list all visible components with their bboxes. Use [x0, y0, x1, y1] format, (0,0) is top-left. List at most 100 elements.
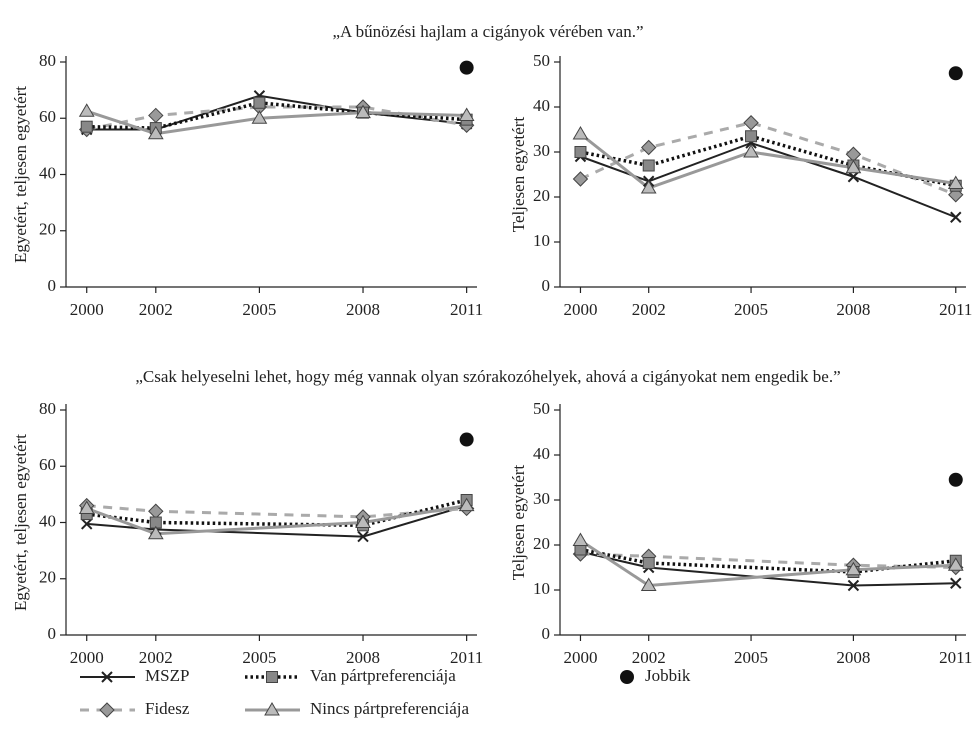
marker-x	[847, 171, 860, 183]
marker-triangle	[845, 159, 862, 174]
series-line	[86, 504, 467, 519]
marker-triangle	[355, 104, 371, 119]
x-tick-label: 2011	[450, 300, 483, 319]
y-tick-label: 80	[39, 51, 56, 70]
chart-title: „Csak helyeselni lehet, hogy még vannak …	[135, 367, 840, 386]
y-tick-label: 40	[39, 511, 56, 530]
y-tick-label: 0	[48, 276, 57, 295]
y-axis-label: Teljesen egyetért	[509, 465, 528, 581]
marker-diamond	[845, 146, 862, 162]
x-tick-label: 2005	[734, 648, 768, 667]
marker-triangle	[147, 125, 164, 140]
y-tick-label: 20	[39, 568, 56, 587]
marker-square	[642, 159, 655, 172]
marker-x	[81, 518, 93, 530]
marker-triangle	[640, 577, 657, 591]
series-line	[86, 504, 467, 536]
marker-triangle	[640, 180, 657, 194]
marker-diamond	[148, 503, 164, 519]
marker-diamond	[572, 171, 589, 187]
y-tick-label: 0	[542, 624, 551, 643]
marker-circle	[459, 60, 474, 75]
series-line	[579, 121, 957, 197]
y-tick-label: 20	[533, 534, 550, 553]
chart-title: „A bűnözési hajlam a cigányok vérében va…	[332, 22, 643, 41]
legend-marker	[620, 670, 634, 684]
y-tick-label: 40	[533, 444, 550, 463]
series-line	[86, 101, 467, 130]
marker-diamond	[640, 139, 657, 156]
y-tick-label: 20	[533, 186, 550, 205]
x-tick-label: 2005	[242, 648, 276, 667]
x-tick-label: 2008	[346, 300, 380, 319]
y-tick-label: 50	[533, 51, 550, 70]
marker-diamond	[743, 115, 759, 131]
x-tick-label: 2000	[70, 648, 104, 667]
y-tick-label: 10	[533, 579, 550, 598]
legend-label: Nincs pártpreferenciája	[310, 699, 469, 718]
y-tick-label: 30	[533, 489, 550, 508]
x-tick-label: 2011	[450, 648, 483, 667]
series-line	[86, 109, 467, 136]
x-tick-label: 2002	[139, 300, 173, 319]
legend-marker	[266, 671, 278, 683]
marker-triangle	[845, 561, 862, 576]
legend-marker	[264, 702, 280, 716]
marker-square	[745, 130, 758, 143]
y-tick-label: 0	[542, 276, 551, 295]
y-tick-label: 20	[39, 220, 56, 239]
y-axis-label: Egyetért, teljesen egyetért	[11, 434, 30, 611]
x-tick-label: 2000	[563, 648, 597, 667]
x-tick-label: 2002	[139, 648, 173, 667]
y-axis-label: Teljesen egyetért	[509, 117, 528, 233]
marker-triangle	[355, 514, 371, 528]
legend-label: Van pártpreferenciája	[310, 666, 456, 685]
x-tick-label: 2000	[563, 300, 597, 319]
marker-x	[950, 211, 962, 223]
marker-circle	[948, 472, 963, 487]
marker-triangle	[458, 107, 475, 121]
x-tick-label: 2005	[242, 300, 276, 319]
marker-diamond	[148, 107, 164, 124]
x-tick-label: 2008	[836, 648, 870, 667]
x-tick-label: 2011	[939, 648, 972, 667]
marker-triangle	[78, 500, 95, 514]
marker-triangle	[458, 497, 475, 512]
marker-x	[357, 530, 369, 543]
marker-circle	[459, 432, 474, 447]
marker-circle	[948, 66, 963, 81]
x-tick-label: 2000	[70, 300, 104, 319]
y-tick-label: 60	[39, 107, 56, 126]
y-tick-label: 40	[533, 96, 550, 115]
marker-square	[574, 146, 587, 158]
series-line	[86, 504, 467, 538]
marker-triangle	[947, 175, 964, 189]
marker-square	[253, 96, 266, 109]
y-tick-label: 10	[533, 231, 550, 250]
x-tick-label: 2002	[632, 300, 666, 319]
x-tick-label: 2008	[346, 648, 380, 667]
marker-triangle	[572, 126, 589, 140]
marker-triangle	[743, 144, 759, 158]
x-tick-label: 2005	[734, 300, 768, 319]
legend-label: Fidesz	[145, 699, 190, 718]
marker-square	[80, 120, 93, 133]
legend-label: Jobbik	[645, 666, 691, 685]
y-tick-label: 60	[39, 455, 56, 474]
y-tick-label: 50	[533, 399, 550, 418]
x-tick-label: 2011	[939, 300, 972, 319]
marker-triangle	[147, 525, 164, 540]
y-tick-label: 80	[39, 399, 56, 418]
marker-triangle	[78, 103, 95, 117]
legend-marker	[99, 702, 115, 718]
marker-triangle	[572, 532, 589, 546]
x-tick-label: 2002	[632, 648, 666, 667]
x-tick-label: 2008	[836, 300, 870, 319]
marker-x	[950, 577, 962, 589]
y-axis-label: Egyetért, teljesen egyetért	[11, 86, 30, 263]
marker-x	[847, 579, 860, 592]
series-line	[579, 539, 956, 588]
legend-marker	[101, 671, 113, 683]
